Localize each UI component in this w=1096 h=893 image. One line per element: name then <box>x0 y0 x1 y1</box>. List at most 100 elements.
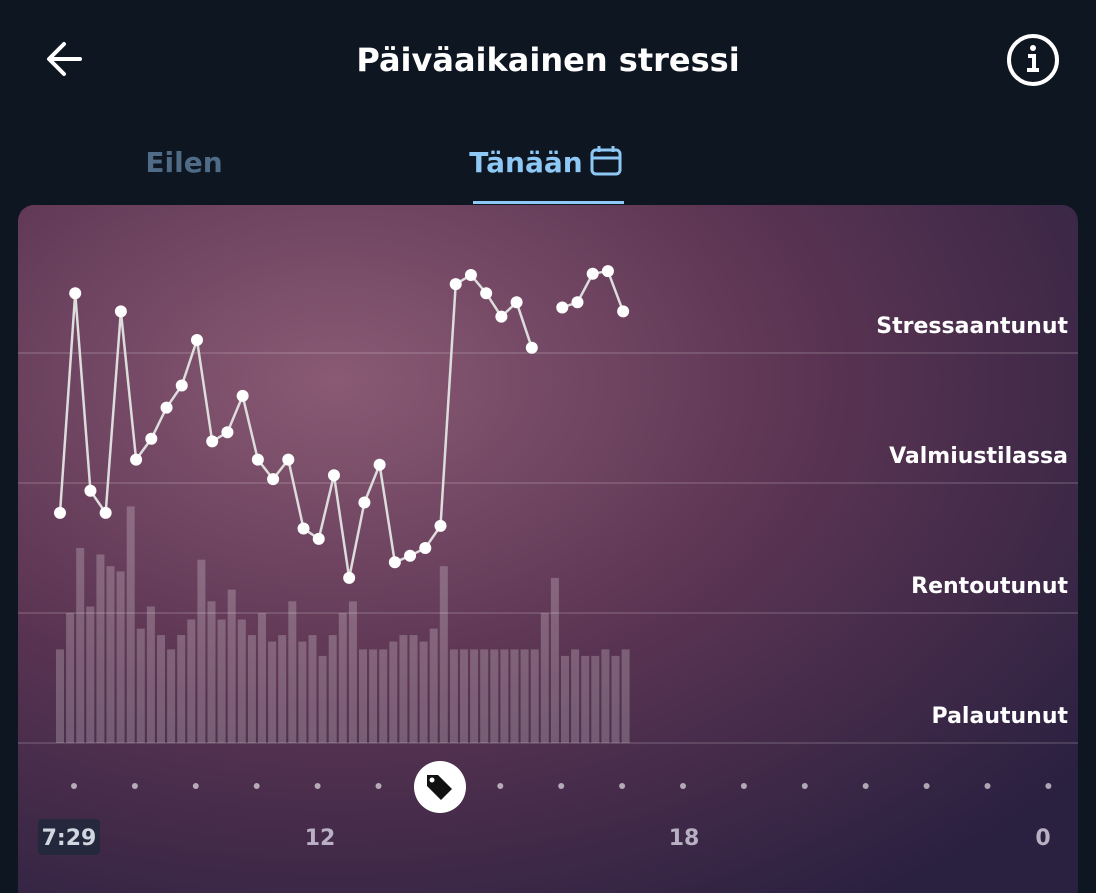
point <box>54 506 66 519</box>
level-label: Valmiustilassa <box>889 444 1068 469</box>
point <box>373 458 386 471</box>
timeline-dot <box>680 783 686 789</box>
bar <box>167 649 176 743</box>
point <box>114 305 127 318</box>
bar <box>409 635 418 743</box>
x-tick-label: 18 <box>669 826 700 851</box>
bar <box>66 613 75 743</box>
bar <box>439 566 448 743</box>
bar <box>278 635 287 743</box>
bar <box>126 506 135 743</box>
bar <box>136 628 145 743</box>
point <box>99 506 112 519</box>
bar <box>76 548 85 743</box>
point <box>343 571 356 584</box>
info-button[interactable] <box>1007 34 1059 86</box>
bar <box>106 566 115 743</box>
bar <box>510 649 519 743</box>
bar <box>258 613 266 743</box>
timeline-dot <box>314 783 321 789</box>
timeline-dot <box>619 783 626 789</box>
point <box>282 453 295 466</box>
point <box>84 484 97 497</box>
bar <box>490 649 499 743</box>
bar <box>318 655 327 743</box>
tag-button[interactable] <box>414 761 466 813</box>
timeline-dot <box>131 783 138 789</box>
bar <box>550 577 559 743</box>
point <box>510 296 523 309</box>
tab-active[interactable]: Tänään <box>469 146 582 179</box>
bar <box>338 613 347 743</box>
point <box>160 401 173 414</box>
point <box>312 532 325 545</box>
point <box>464 269 477 281</box>
tab[interactable]: Eilen <box>145 146 222 179</box>
bar <box>237 619 246 743</box>
point <box>495 310 508 323</box>
timeline-dot <box>497 783 504 789</box>
bar <box>611 655 620 743</box>
bar <box>288 601 297 743</box>
bar <box>470 649 479 743</box>
point <box>69 287 82 300</box>
point <box>251 453 264 466</box>
timeline-dot <box>253 783 260 789</box>
bar <box>359 649 367 743</box>
bar <box>601 649 610 743</box>
bar <box>460 649 468 743</box>
bar <box>308 635 317 743</box>
point <box>388 556 401 569</box>
timeline-dot <box>558 783 565 789</box>
bar <box>348 601 357 743</box>
bar <box>591 655 600 743</box>
bar <box>621 649 630 743</box>
timeline-dot <box>862 783 869 789</box>
bar <box>369 649 378 743</box>
point <box>601 265 614 278</box>
bar <box>96 554 105 743</box>
bar <box>197 559 206 743</box>
bar <box>399 635 408 743</box>
bar <box>268 641 277 743</box>
bar <box>500 649 509 743</box>
timeline-dot <box>984 783 991 789</box>
bar <box>571 649 580 743</box>
bar <box>298 641 307 743</box>
x-tick-label: 0 <box>1035 826 1050 851</box>
timeline-dot <box>740 783 747 789</box>
bar <box>86 606 95 743</box>
bar <box>540 613 549 743</box>
point <box>175 379 188 392</box>
timeline-dot <box>923 783 930 789</box>
x-tick-label: 12 <box>305 826 336 851</box>
bar <box>389 641 398 743</box>
point <box>221 426 234 439</box>
back-button[interactable] <box>47 42 82 76</box>
point <box>358 496 371 509</box>
timeline-dot <box>192 783 199 789</box>
bar <box>217 619 226 743</box>
bar <box>227 589 236 743</box>
timeline-dot <box>71 783 77 789</box>
point <box>236 389 249 402</box>
point <box>327 469 340 482</box>
timeline-dot <box>1045 783 1052 789</box>
bar <box>429 628 438 743</box>
point <box>267 473 280 486</box>
calendar-icon <box>590 146 622 176</box>
title: Päiväaikainen stressi <box>356 41 739 79</box>
x-tick-label: 7:29 <box>42 826 97 851</box>
level-label: Palautunut <box>932 704 1069 729</box>
point <box>190 334 203 346</box>
bar <box>187 619 196 743</box>
level-label: Stressaantunut <box>876 314 1068 339</box>
bar <box>379 649 388 743</box>
point <box>404 549 417 562</box>
bar <box>207 601 216 743</box>
point <box>449 278 462 291</box>
bar <box>581 655 590 743</box>
bar <box>116 571 125 743</box>
